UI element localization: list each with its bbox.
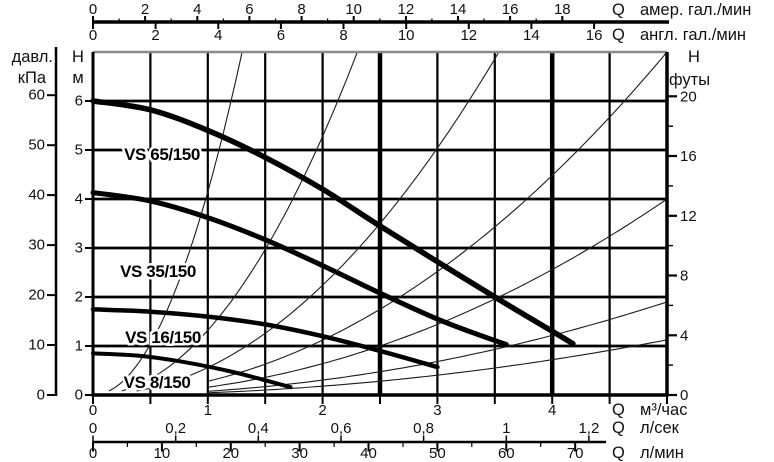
tick-label-feet: 16 — [680, 148, 697, 165]
tick-label-uk-gpm: 10 — [398, 27, 415, 44]
tick-label-us-gpm: 14 — [450, 1, 467, 18]
pump-curve-vs-65-150 — [90, 98, 576, 347]
tick-label-lmin: 40 — [360, 445, 377, 462]
tick-label-feet: 12 — [680, 208, 697, 225]
tick-label-us-gpm: 2 — [141, 1, 149, 18]
curve-labels-layer: VS 65/150 VS 35/150 VS 16/150 VS 8/150 — [118, 143, 204, 395]
tick-label-ls: 0,2 — [165, 420, 186, 437]
tick-label-feet: 4 — [680, 327, 688, 344]
axis-title-uk-gpm: англ. гал./мин — [640, 26, 746, 44]
tick-label-m3h: 1 — [204, 402, 212, 419]
tick-label-ls: 1 — [502, 420, 510, 437]
pump-curve-vs-8-150 — [91, 351, 293, 390]
axis-title-us-gpm: амер. гал./мин — [640, 1, 751, 19]
tick-label-head-m: 1 — [75, 338, 83, 355]
tick-label-us-gpm: 0 — [89, 1, 97, 18]
axis-title-m3h: м³/час — [640, 401, 687, 419]
tick-label-feet: 0 — [680, 387, 688, 404]
system-curve — [207, 339, 668, 394]
tick-label-uk-gpm: 8 — [339, 27, 347, 44]
tick-label-uk-gpm: 6 — [277, 27, 285, 44]
tick-label-us-gpm: 8 — [297, 1, 305, 18]
tick-label-lmin: 10 — [154, 445, 171, 462]
tick-label-lmin: 0 — [89, 445, 97, 462]
tick-label-ls: 0,4 — [248, 420, 269, 437]
tick-label-m3h: 3 — [433, 402, 441, 419]
axis-title-lmin: л/мин — [640, 444, 684, 462]
axis-title-q-lmin: Q — [612, 444, 625, 462]
system-curve — [121, 51, 358, 392]
curve-label-vs-35-150: VS 35/150 — [120, 262, 196, 281]
axes-layer: 0 2 4 6 8 10 12 14 16 180 2 4 6 8 10 12 14 16Q амер. гал./… — [12, 1, 752, 462]
tick-label-kpa: 20 — [28, 287, 45, 304]
tick-label-feet: 20 — [680, 88, 697, 105]
tick-label-lmin: 20 — [222, 445, 239, 462]
curve-label-vs-65-150: VS 65/150 — [124, 145, 200, 164]
tick-label-lmin: 50 — [429, 445, 446, 462]
curve-label-vs-16-150: VS 16/150 — [125, 328, 201, 347]
tick-label-head-m: 5 — [75, 142, 83, 159]
axis-title-head: H — [72, 48, 84, 66]
axis-title-kpa: кПа — [18, 69, 47, 87]
tick-label-head-m: 2 — [75, 289, 83, 306]
system-curve — [108, 51, 243, 392]
tick-label-lmin: 60 — [498, 445, 515, 462]
tick-label-us-gpm: 18 — [554, 1, 571, 18]
pump-curves-layer — [90, 98, 576, 390]
tick-label-kpa: 30 — [28, 237, 45, 254]
tick-label-kpa: 10 — [28, 337, 45, 354]
tick-label-m3h: 4 — [548, 402, 556, 419]
axis-title-head-right: H — [688, 48, 700, 66]
axis-title-q-us: Q — [612, 1, 625, 19]
tick-label-uk-gpm: 16 — [586, 27, 603, 44]
system-curve — [136, 51, 500, 392]
axis-title-q-m3h: Q — [612, 401, 625, 419]
axis-title-q-ls: Q — [612, 419, 625, 437]
tick-label-uk-gpm: 4 — [214, 27, 222, 44]
tick-label-kpa: 0 — [37, 387, 45, 404]
axis-title-q-uk: Q — [612, 26, 625, 44]
tick-label-head-m: 0 — [75, 387, 83, 404]
axis-title-ls: л/сек — [640, 419, 680, 437]
tick-label-lmin: 30 — [291, 445, 308, 462]
tick-label-us-gpm: 4 — [193, 1, 201, 18]
tick-label-us-gpm: 12 — [398, 1, 415, 18]
pump-curve-vs-16-150 — [90, 307, 440, 370]
pump-curve-vs-35-150 — [90, 190, 509, 347]
axis-title-pressure: давл. — [12, 48, 53, 66]
tick-label-us-gpm: 10 — [345, 1, 362, 18]
tick-label-ls: 1,2 — [578, 420, 599, 437]
tick-label-uk-gpm: 14 — [523, 27, 540, 44]
tick-label-head-m: 3 — [75, 240, 83, 257]
curve-label-vs-8-150: VS 8/150 — [124, 373, 191, 392]
system-curve — [207, 51, 668, 382]
tick-label-m3h: 2 — [318, 402, 326, 419]
tick-label-kpa: 40 — [28, 187, 45, 204]
tick-label-lmin: 70 — [567, 445, 584, 462]
tick-label-uk-gpm: 2 — [151, 27, 159, 44]
tick-label-ls: 0,6 — [331, 420, 352, 437]
tick-label-us-gpm: 16 — [502, 1, 519, 18]
tick-label-kpa: 60 — [28, 87, 45, 104]
system-curve — [207, 198, 668, 388]
tick-label-head-m: 4 — [75, 191, 83, 208]
axis-title-feet: футы — [669, 71, 710, 89]
axis-title-m: м — [72, 69, 83, 87]
tick-label-m3h: 0 — [89, 402, 97, 419]
tick-label-feet: 8 — [680, 268, 688, 285]
tick-label-us-gpm: 6 — [245, 1, 253, 18]
tick-label-head-m: 6 — [75, 93, 83, 110]
tick-label-kpa: 50 — [28, 137, 45, 154]
tick-label-uk-gpm: 12 — [460, 27, 477, 44]
tick-label-ls: 0,8 — [413, 420, 434, 437]
tick-label-ls: 0 — [89, 420, 97, 437]
tick-label-uk-gpm: 0 — [89, 27, 97, 44]
